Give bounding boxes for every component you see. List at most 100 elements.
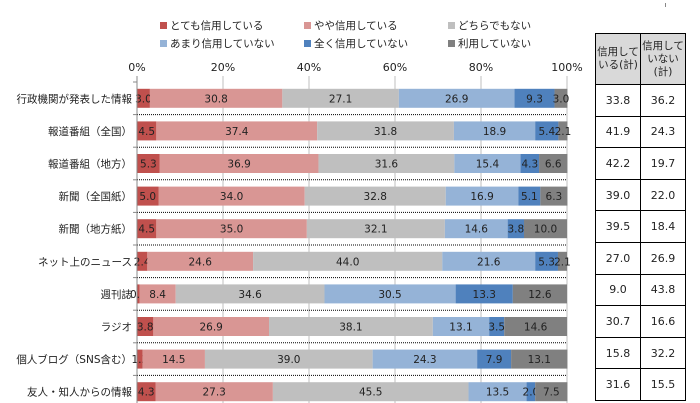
bar-segment — [512, 284, 567, 304]
bar-segment — [147, 251, 254, 271]
data-label: 6.6 — [545, 159, 562, 171]
data-label: 4.3 — [138, 387, 155, 399]
data-label: 7.5 — [543, 387, 560, 399]
trust-total-cell: 9.0 — [595, 273, 641, 307]
bar-segment — [535, 382, 568, 402]
bar-segment — [306, 219, 445, 239]
legend-item: 全く信用していない — [304, 36, 408, 51]
distrust-total-cell: 22.0 — [640, 178, 686, 212]
bar-segment — [142, 349, 205, 369]
summary-table-row: 39.0 22.0 — [595, 178, 686, 212]
data-label: 13.5 — [486, 387, 509, 399]
bar-segment — [477, 349, 512, 369]
bar-segment — [372, 349, 478, 369]
legend-swatch — [304, 40, 311, 47]
summary-table-row: 41.9 24.3 — [595, 115, 686, 149]
data-label: 3.8 — [137, 322, 154, 334]
trust-total-cell: 27.0 — [595, 241, 641, 275]
data-label: 5.3 — [140, 159, 157, 171]
data-label: 45.5 — [359, 387, 382, 399]
legend-swatch — [160, 40, 167, 47]
legend-label: 利用していない — [458, 38, 532, 50]
bar-segment — [507, 219, 524, 239]
data-label: 31.6 — [375, 159, 399, 171]
data-label: 32.1 — [364, 224, 387, 236]
bar-segment — [137, 317, 154, 336]
bar-segment — [304, 186, 446, 206]
bar-segment — [504, 317, 567, 336]
bar-segment — [442, 251, 536, 271]
summary-table-row: 31.6 15.5 — [595, 368, 686, 401]
data-label: 32.8 — [364, 191, 387, 203]
data-label: 12.6 — [528, 289, 552, 301]
data-label: 30.8 — [204, 93, 227, 105]
bar-segment — [535, 251, 558, 271]
bar-segment — [520, 154, 540, 173]
data-label: 34.6 — [238, 289, 262, 301]
bar-segment — [557, 251, 567, 271]
legend-label: どちらでもない — [458, 20, 532, 32]
data-label: 13.1 — [528, 354, 551, 366]
bar-segment — [489, 317, 505, 336]
bar-segment — [156, 219, 307, 239]
bar-segment — [137, 349, 143, 369]
distrust-total-cell: 43.8 — [640, 273, 686, 307]
category-label: 友人・知人からの情報 — [27, 386, 132, 399]
bar-segment — [526, 382, 536, 402]
data-label: 14.6 — [524, 322, 548, 334]
summary-table-row: 42.2 19.7 — [595, 147, 686, 180]
data-label: 3.0 — [135, 93, 152, 105]
bar-segment — [535, 121, 559, 141]
header-trust-total: 信用して いる(計) — [595, 33, 641, 85]
x-tick-label: 100% — [551, 61, 582, 74]
data-label: 5.1 — [521, 191, 538, 203]
x-tick-label: 20% — [211, 61, 235, 74]
data-label: 37.4 — [225, 126, 249, 138]
data-label: 34.0 — [220, 191, 243, 203]
category-label: ラジオ — [101, 322, 132, 334]
trust-total-cell: 31.6 — [595, 368, 641, 401]
distrust-total-cell: 18.4 — [640, 210, 686, 243]
category-label: 行政機関が発表した情報 — [17, 92, 133, 105]
bar-segment — [159, 154, 319, 173]
data-label: 31.8 — [374, 126, 397, 138]
legend-item: 利用していない — [448, 36, 531, 51]
header-distrust-total: 信用して いない (計) — [640, 33, 686, 85]
legend-label: あまり信用していない — [170, 38, 275, 50]
category-label: 新聞（全国紙） — [59, 190, 133, 203]
bar-segment — [444, 219, 508, 239]
data-label: 24.3 — [413, 354, 436, 366]
distrust-total-cell: 26.9 — [640, 241, 686, 275]
bar-segment — [518, 186, 541, 206]
data-label: 6.3 — [546, 191, 563, 203]
trust-total-cell: 33.8 — [595, 84, 641, 117]
bar-segment — [324, 284, 456, 304]
data-label: 8.4 — [149, 289, 166, 301]
bar-segment — [253, 251, 443, 271]
data-label: 24.6 — [189, 256, 213, 268]
bar-segment — [454, 154, 521, 173]
data-label: 4.3 — [521, 159, 538, 171]
legend-label: やや信用している — [314, 20, 398, 32]
bar-segment — [540, 186, 568, 206]
bar-segment — [137, 251, 148, 271]
data-label: 18.9 — [483, 126, 506, 138]
data-label: 9.3 — [526, 93, 543, 105]
category-label: 新聞（地方紙） — [59, 223, 133, 236]
data-label: 2.4 — [134, 256, 151, 268]
bar-segment — [468, 382, 527, 402]
data-label: 5.0 — [139, 191, 156, 203]
trust-total-cell: 15.8 — [595, 336, 641, 370]
data-label: 16.9 — [470, 191, 493, 203]
bar-segment — [155, 382, 273, 402]
data-label: 3.5 — [488, 322, 505, 334]
data-label: 21.6 — [477, 256, 501, 268]
data-label: 26.9 — [445, 93, 468, 105]
bar-segment — [175, 284, 325, 304]
distrust-total-cell: 36.2 — [640, 84, 686, 117]
category-label: 週刊誌 — [101, 288, 133, 301]
data-label: 3.8 — [507, 224, 524, 236]
bar-segment — [445, 186, 519, 206]
bar-segment — [137, 382, 156, 402]
legend-item: とても信用している — [160, 18, 263, 33]
